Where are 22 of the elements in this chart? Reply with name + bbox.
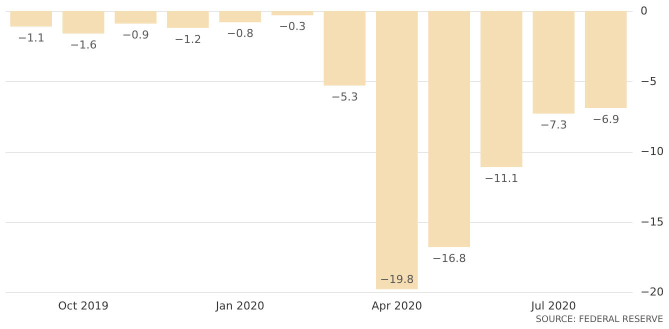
data-label: −5.3	[331, 90, 358, 104]
data-label: −1.2	[174, 32, 202, 46]
x-tick-label: Jan 2020	[214, 300, 264, 312]
data-label: −6.9	[592, 112, 620, 126]
data-label: −1.1	[18, 31, 44, 44]
y-tick-label: −15	[640, 215, 664, 228]
x-tick-label: Oct 2019	[58, 300, 109, 312]
x-tick-label: Apr 2020	[372, 300, 422, 312]
data-label: −0.3	[279, 20, 306, 34]
data-label: −1.6	[70, 38, 97, 52]
data-label: −0.8	[226, 27, 254, 40]
data-label: −11.1	[484, 172, 518, 185]
data-label: −7.3	[540, 118, 567, 132]
y-tick-label: −5	[640, 74, 657, 88]
y-tick-label: −20	[640, 286, 664, 298]
x-tick-label: Jul 2020	[530, 300, 576, 312]
data-label: −16.8	[432, 252, 466, 266]
data-label: −19.8	[380, 273, 414, 286]
data-label: −0.9	[122, 28, 149, 42]
source-note: SOURCE: FEDERAL RESERVE	[536, 315, 664, 325]
y-tick-label: −10	[640, 145, 664, 158]
y-tick-label: 0	[640, 4, 648, 18]
